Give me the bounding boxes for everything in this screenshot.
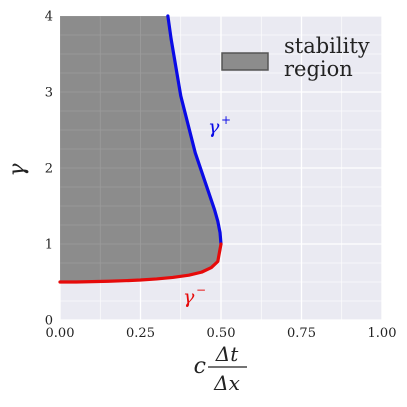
x-tick-label: 0.75: [287, 326, 316, 341]
x-tick-label: 0.50: [207, 326, 236, 341]
y-tick-label: 1: [45, 238, 53, 253]
stability-region: [60, 16, 221, 282]
x-axis-label-denominator: Δx: [213, 371, 240, 395]
legend-swatch: [221, 52, 269, 71]
gamma-minus-curve: [58, 242, 223, 284]
gamma-minus-label: γ −: [183, 283, 206, 308]
y-tick-labels: 0 1 2 3 4: [45, 10, 53, 329]
x-axis-label-prefix: c: [194, 354, 206, 379]
y-tick-label: 0: [45, 314, 53, 329]
gamma-plus-label: γ +: [208, 113, 231, 138]
y-axis-label: γ: [5, 163, 30, 177]
gamma-minus-label-base: γ: [183, 286, 195, 308]
x-tick-labels: 0.00 0.25 0.50 0.75 1.00: [46, 326, 397, 341]
legend: stability region: [221, 34, 370, 81]
gamma-plus-label-base: γ: [208, 116, 220, 138]
x-axis-label: c Δt Δx: [194, 342, 247, 395]
gamma-plus-curve: [166, 14, 223, 246]
legend-label-line-1: stability: [284, 34, 370, 58]
x-tick-label: 1.00: [368, 326, 397, 341]
x-tick-label: 0.25: [126, 326, 155, 341]
y-tick-label: 2: [45, 162, 53, 177]
y-axis-label-text: γ: [5, 163, 30, 177]
legend-label-line-2: region: [284, 57, 353, 81]
x-axis-label-numerator: Δt: [215, 342, 239, 366]
plot-area: [58, 14, 383, 321]
x-tick-label: 0.00: [46, 326, 75, 341]
y-tick-label: 4: [45, 10, 53, 25]
y-tick-label: 3: [45, 86, 53, 101]
gamma-plus-label-sup: +: [221, 113, 231, 127]
gamma-minus-label-sup: −: [196, 283, 206, 297]
